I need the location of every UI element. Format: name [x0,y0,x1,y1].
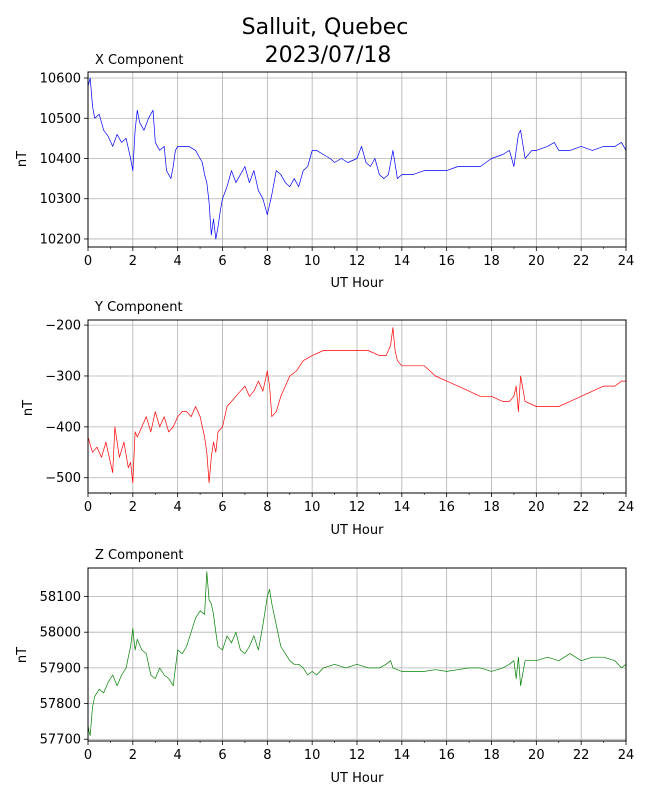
y-component-ytick-label: −300 [45,369,81,384]
x-component-ytick-label: 10300 [40,192,81,207]
y-component-series-line [87,327,626,484]
y-component-xtick-label: 22 [573,500,590,515]
z-component-ytick-label: 57800 [40,697,81,712]
x-component-xtick-label: 22 [573,254,590,269]
x-component-ylabel: nT [15,151,30,167]
x-component-xtick-label: 0 [84,254,92,269]
z-component-xtick-label: 18 [483,748,500,763]
z-component-ytick-label: 57700 [40,733,81,748]
y-component-xtick-label: 6 [218,500,226,515]
figure-title-line1: Salluit, Quebec [242,15,409,40]
z-component-xtick-label: 8 [263,748,271,763]
x-component-xtick-label: 8 [263,254,271,269]
y-component-title: Y Component [94,300,183,315]
z-component-xtick-label: 0 [84,748,92,763]
y-component-xtick-label: 24 [618,500,635,515]
y-component-frame [87,319,627,494]
y-component-xtick-label: 10 [304,500,321,515]
x-component-xtick-label: 18 [483,254,500,269]
y-component-ytick-label: −500 [45,471,81,486]
z-component-ylabel: nT [15,647,30,663]
x-component-series-line [87,77,627,240]
y-component-panel: Y Component UT Hour nT 0 2 4 6 8 10 12 14 16 18 20… [21,300,634,538]
y-component-xtick-label: 16 [438,500,455,515]
figure-title-line2: 2023/07/18 [265,43,392,68]
x-component-xtick-label: 12 [349,254,366,269]
y-component-ylabel: nT [21,400,36,416]
z-component-xtick-label: 6 [218,748,226,763]
z-component-grid [87,568,627,741]
y-component-xtick-label: 0 [84,500,92,515]
z-component-xtick-label: 22 [573,748,590,763]
x-component-xtick-label: 6 [218,254,226,269]
z-component-ytick-label: 57900 [40,661,81,676]
z-component-xtick-label: 24 [618,748,635,763]
y-component-xlabel: UT Hour [331,523,385,538]
z-component-ytick-label: 58000 [40,626,81,641]
x-component-xlabel: UT Hour [331,276,385,291]
x-component-title: X Component [95,53,184,68]
x-component-grid [87,72,627,247]
x-component-xtick-label: 4 [174,254,182,269]
x-component-panel: X Component UT Hour nT 0 2 4 6 8 10 12 14 16 18 20… [15,53,634,291]
z-component-xtick-label: 16 [438,748,455,763]
z-component-frame [87,567,627,742]
x-component-frame [87,71,627,248]
x-component-ytick-label: 10500 [40,112,81,127]
y-component-xtick-label: 18 [483,500,500,515]
y-component-xtick-label: 20 [528,500,545,515]
z-component-xtick-label: 10 [304,748,321,763]
y-component-ytick-label: −200 [45,319,81,334]
x-component-ytick-label: 10200 [40,232,81,247]
y-component-xtick-label: 12 [349,500,366,515]
x-component-xtick-label: 16 [438,254,455,269]
x-component-xtick-label: 14 [394,254,411,269]
z-component-xtick-label: 2 [129,748,137,763]
y-component-xtick-label: 4 [174,500,182,515]
y-component-xtick-label: 2 [129,500,137,515]
x-component-ytick-label: 10400 [40,152,81,167]
y-component-ytick-label: −400 [45,420,81,435]
x-component-xtick-label: 10 [304,254,321,269]
x-component-xtick-label: 24 [618,254,635,269]
z-component-ytick-label: 58100 [40,590,81,605]
x-component-xtick-label: 20 [528,254,545,269]
z-component-xtick-label: 14 [394,748,411,763]
y-component-xtick-label: 8 [263,500,271,515]
z-component-panel: Z Component UT Hour nT 0 2 4 6 8 10 12 14 16 18 20… [15,548,634,786]
z-component-xtick-label: 20 [528,748,545,763]
z-component-xlabel: UT Hour [331,771,385,786]
z-component-xtick-label: 12 [349,748,366,763]
z-component-xtick-label: 4 [174,748,182,763]
y-component-xtick-label: 14 [394,500,411,515]
z-component-title: Z Component [95,548,184,563]
x-component-xtick-label: 2 [129,254,137,269]
x-component-ytick-label: 10600 [40,72,81,87]
z-component-series-line [87,571,627,736]
